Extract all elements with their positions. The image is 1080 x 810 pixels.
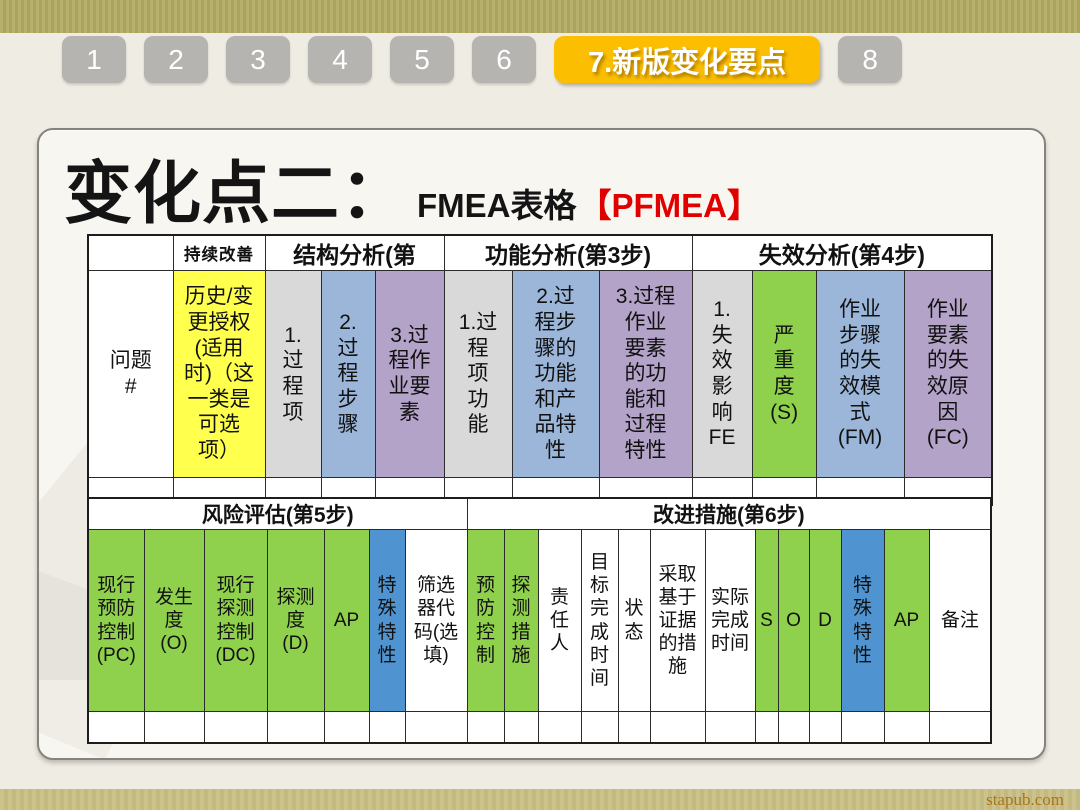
- group-header-cell: 风险评估(第5步): [87, 497, 468, 530]
- nav-tab-6[interactable]: 6: [472, 36, 536, 83]
- nav-tab-8[interactable]: 8: [838, 36, 903, 83]
- column-header-cell: 严 重 度 (S): [751, 270, 817, 478]
- title-row: 变化点二： FMEA表格 【PFMEA】: [64, 138, 760, 237]
- column-header-cell: O: [777, 529, 810, 712]
- empty-data-cell: [537, 711, 582, 744]
- empty-data-cell: [87, 711, 145, 744]
- empty-data-cell: [840, 711, 885, 744]
- column-header-cell: 现行 预防 控制 (PC): [87, 529, 145, 712]
- empty-data-cell: [323, 711, 370, 744]
- column-header-cell: 状 态: [617, 529, 651, 712]
- nav-tab-3[interactable]: 3: [226, 36, 290, 83]
- empty-data-cell: [754, 711, 779, 744]
- empty-data-cell: [143, 711, 205, 744]
- fmea-table-structure-function-failure: 持续改善 结构分析(第 功能分析(第3步) 失效分析(第4步) 问题 # 历史/变 更授权…: [87, 234, 994, 506]
- column-header-cell: 备注: [928, 529, 992, 712]
- column-header-cell: 实际 完成 时间: [704, 529, 756, 712]
- column-header-cell: 特 殊 特 性: [368, 529, 406, 712]
- group-header-cell: 改进措施(第6步): [466, 497, 992, 530]
- empty-data-cell: [883, 711, 930, 744]
- column-header-cell: 责 任 人: [537, 529, 582, 712]
- column-header-cell: 预 防 控 制: [466, 529, 505, 712]
- column-header-cell: 探测 度 (D): [266, 529, 325, 712]
- empty-data-cell: [649, 711, 706, 744]
- page-title: 变化点二：: [64, 156, 410, 232]
- column-header-cell: S: [754, 529, 779, 712]
- empty-data-cell: [928, 711, 992, 744]
- nav-tab-1[interactable]: 1: [62, 36, 126, 83]
- column-header-cell: 探 测 措 施: [503, 529, 539, 712]
- fmea-table-risk-optimization: 风险评估(第5步) 改进措施(第6步) 现行 预防 控制 (PC) 发生 度 (O) 现…: [87, 497, 993, 744]
- column-header-cell: 2. 过 程 步 骤: [320, 270, 376, 478]
- column-header-cell: 发生 度 (O): [143, 529, 205, 712]
- column-header-cell: 目 标 完 成 时 间: [580, 529, 619, 712]
- column-header-cell: 现行 探测 控制 (DC): [203, 529, 268, 712]
- empty-data-cell: [266, 711, 325, 744]
- empty-data-cell: [203, 711, 268, 744]
- page-subtitle-highlight: 【PFMEA】: [578, 187, 761, 224]
- column-header-cell: 筛选 器代 码(选 填): [404, 529, 468, 712]
- nav-tab-5[interactable]: 5: [390, 36, 454, 83]
- column-header-cell: 3.过程 作业 要素 的功 能和 过程 特性: [598, 270, 693, 478]
- column-header-cell: 采取 基于 证据 的措 施: [649, 529, 706, 712]
- column-header-cell: 1. 过 程 项: [264, 270, 322, 478]
- empty-data-cell: [404, 711, 468, 744]
- group-header-cell: 失效分析(第4步): [691, 234, 993, 271]
- empty-data-cell: [704, 711, 756, 744]
- column-header-cell: 1. 失 效 影 响 FE: [691, 270, 753, 478]
- top-decor-strip: [0, 0, 1080, 33]
- column-header-cell: 问题 #: [87, 270, 174, 478]
- column-header-cell: AP: [323, 529, 370, 712]
- column-header-cell: 1.过 程 项 功 能: [443, 270, 513, 478]
- empty-data-cell: [503, 711, 539, 744]
- column-header-cell: 历史/变 更授权 (适用 时)（这 一类是 可选 项）: [172, 270, 266, 478]
- group-header-cell: 功能分析(第3步): [443, 234, 693, 271]
- empty-data-cell: [617, 711, 651, 744]
- nav-tab-4[interactable]: 4: [308, 36, 372, 83]
- watermark-text: stapub.com: [986, 790, 1064, 809]
- page-subtitle: FMEA表格: [417, 187, 577, 224]
- footer-strip: stapub.com: [0, 789, 1080, 810]
- nav-tab-2[interactable]: 2: [144, 36, 208, 83]
- group-header-cell: 持续改善: [172, 234, 266, 271]
- section-nav: 1 2 3 4 5 6 7.新版变化要点 8: [62, 36, 903, 83]
- empty-data-cell: [808, 711, 842, 744]
- empty-data-cell: [777, 711, 810, 744]
- column-header-cell: AP: [883, 529, 930, 712]
- column-header-cell: 2.过 程步 骤的 功能 和产 品特 性: [511, 270, 600, 478]
- slide-panel: 变化点二： FMEA表格 【PFMEA】 持续改善 结构分析(第 功能分析(第3步)…: [37, 128, 1046, 760]
- group-header-cell: [87, 234, 174, 271]
- column-header-cell: 作业 要素 的失 效原 因 (FC): [903, 270, 993, 478]
- column-header-cell: 特 殊 特 性: [840, 529, 885, 712]
- column-header-cell: 3.过 程作 业要 素: [374, 270, 445, 478]
- column-header-cell: D: [808, 529, 842, 712]
- empty-data-cell: [368, 711, 406, 744]
- empty-data-cell: [466, 711, 505, 744]
- group-header-cell: 结构分析(第: [264, 234, 445, 271]
- empty-data-cell: [580, 711, 619, 744]
- column-header-cell: 作业 步骤 的失 效模 式 (FM): [815, 270, 905, 478]
- nav-tab-active[interactable]: 7.新版变化要点: [554, 36, 821, 83]
